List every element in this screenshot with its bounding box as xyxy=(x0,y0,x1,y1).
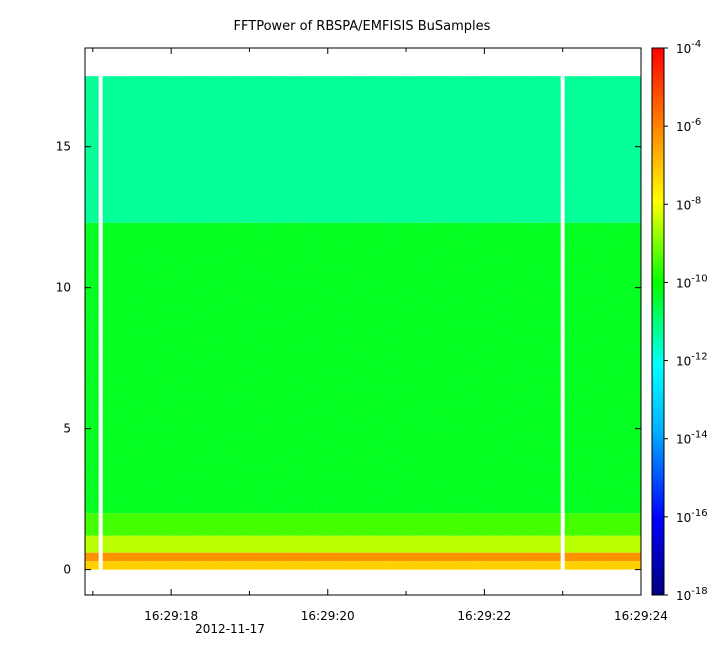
x-tick-label: 16:29:24 xyxy=(614,609,668,623)
colorbar-tick-label: 10-8 xyxy=(676,195,701,212)
colorbar-tick-label: 10-10 xyxy=(676,273,708,290)
power-band-texture-5 xyxy=(85,561,641,570)
colorbar-tick-label: 10-4 xyxy=(676,39,701,56)
y-tick-label: 10 xyxy=(56,281,71,295)
y-tick-label: 15 xyxy=(56,140,71,154)
y-axis: 0 5 10 15 xyxy=(56,140,641,577)
power-band-texture-1 xyxy=(85,222,641,514)
spectrogram-bands xyxy=(85,76,641,570)
data-gap-0 xyxy=(98,76,103,570)
y-tick-label: 0 xyxy=(63,563,71,577)
x-tick-label: 16:29:20 xyxy=(301,609,355,623)
plot-frame xyxy=(84,47,642,596)
x-tick-label: 16:29:22 xyxy=(457,609,511,623)
x-tick-label: 16:29:18 xyxy=(144,609,198,623)
power-band-texture-3 xyxy=(85,535,641,553)
colorbar-tick-label: 10-12 xyxy=(676,352,708,369)
colorbar-tick-label: 10-14 xyxy=(676,430,708,447)
plot-area xyxy=(85,48,641,595)
data-gaps xyxy=(98,76,565,570)
colorbar-tick-label: 10-6 xyxy=(676,117,701,134)
data-gap-1 xyxy=(560,76,565,570)
chart-title: FFTPower of RBSPA/EMFISIS BuSamples xyxy=(234,19,491,34)
y-tick-label: 5 xyxy=(63,422,71,436)
colorbar-tick-label: 10-18 xyxy=(676,586,708,603)
colorbar-axis: 10-4 10-6 10-8 10-10 10-12 10-14 10-16 10-18 xyxy=(664,39,708,603)
power-band-texture-2 xyxy=(85,513,641,536)
x-date-label: 2012-11-17 xyxy=(195,622,265,636)
colorbar xyxy=(651,47,665,596)
colorbar-tick-label: 10-16 xyxy=(676,508,708,525)
x-axis: 16:29:18 16:29:20 16:29:22 16:29:24 xyxy=(92,48,668,623)
power-band-texture-0 xyxy=(85,76,641,223)
power-band-texture-4 xyxy=(85,552,641,562)
